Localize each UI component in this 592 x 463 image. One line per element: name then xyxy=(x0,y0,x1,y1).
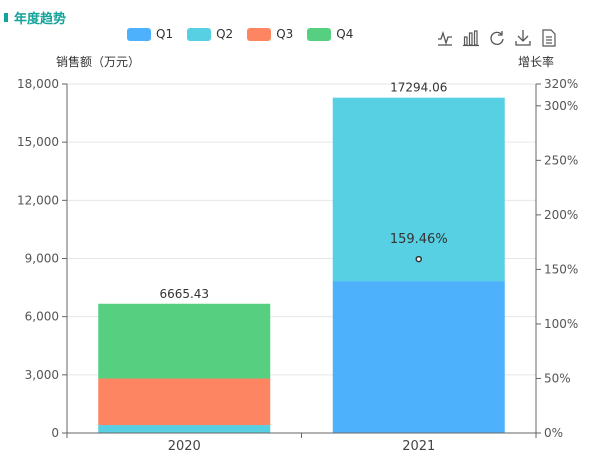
total-label-2020: 6665.43 xyxy=(159,287,209,301)
line-chart-icon[interactable] xyxy=(437,29,453,47)
legend-swatch xyxy=(307,27,332,41)
legend-item-q3[interactable]: Q3 xyxy=(247,27,293,41)
legend-label: Q2 xyxy=(216,27,234,41)
toolbox xyxy=(437,29,567,47)
y2-tick-label: 250% xyxy=(544,153,578,167)
growth-rate-label: 159.46% xyxy=(390,232,448,247)
bar-2020-q2 xyxy=(98,425,271,433)
y2-tick-label: 50% xyxy=(544,371,571,385)
y2-tick-label: 150% xyxy=(544,262,578,276)
legend-label: Q1 xyxy=(156,27,174,41)
axes: 0 3,000 6,000 9,000 12,000 15,000 18,000 0% 50% 1… xyxy=(17,54,578,454)
y-tick-label: 6,000 xyxy=(25,310,59,324)
total-label-2021: 17294.06 xyxy=(390,81,447,95)
legend-item-q4[interactable]: Q4 xyxy=(307,27,353,41)
bar-2021-q2 xyxy=(332,97,505,282)
bar-chart-icon[interactable] xyxy=(463,29,479,47)
labels: 6665.43 17294.06 159.46% xyxy=(159,81,447,301)
y2-tick-label: 200% xyxy=(544,208,578,222)
legend: Q1 Q2 Q3 Q4 xyxy=(127,27,367,41)
x-tick-label-2021: 2021 xyxy=(402,439,435,454)
legend-swatch xyxy=(247,27,272,41)
legend-item-q2[interactable]: Q2 xyxy=(187,27,233,41)
y-tick-label: 15,000 xyxy=(17,135,59,149)
chart-header: 年度趋势 xyxy=(4,8,67,27)
x-tick-label-2020: 2020 xyxy=(168,439,201,454)
y-tick-label: 3,000 xyxy=(25,368,59,382)
legend-swatch xyxy=(127,27,151,41)
legend-label: Q3 xyxy=(276,27,294,41)
y2-tick-label: 300% xyxy=(544,99,578,113)
header-marker xyxy=(4,12,8,22)
growth-rate-point-2021 xyxy=(415,255,422,263)
y2-axis-title: 增长率 xyxy=(518,54,554,69)
chart-title: 年度趋势 xyxy=(14,11,67,27)
y-tick-label: 0 xyxy=(51,426,59,440)
legend-swatch xyxy=(187,27,212,41)
bar-2020-q4 xyxy=(98,303,271,379)
download-icon[interactable] xyxy=(515,29,531,47)
bar-2021-q1 xyxy=(332,281,505,433)
data-view-icon[interactable] xyxy=(541,29,557,47)
y2-tick-label: 0% xyxy=(544,426,563,440)
refresh-icon[interactable] xyxy=(489,29,505,47)
bar-2020-q3 xyxy=(98,378,271,426)
legend-label: Q4 xyxy=(336,27,354,41)
y-tick-label: 12,000 xyxy=(17,193,59,207)
y-axis-title: 销售额（万元） xyxy=(56,54,140,69)
y-tick-label: 18,000 xyxy=(17,77,59,91)
legend-item-q1[interactable]: Q1 xyxy=(127,27,173,41)
y-tick-label: 9,000 xyxy=(25,252,59,266)
y2-tick-label: 100% xyxy=(544,317,578,331)
bars xyxy=(98,97,505,433)
y2-tick-label: 320% xyxy=(544,77,578,91)
